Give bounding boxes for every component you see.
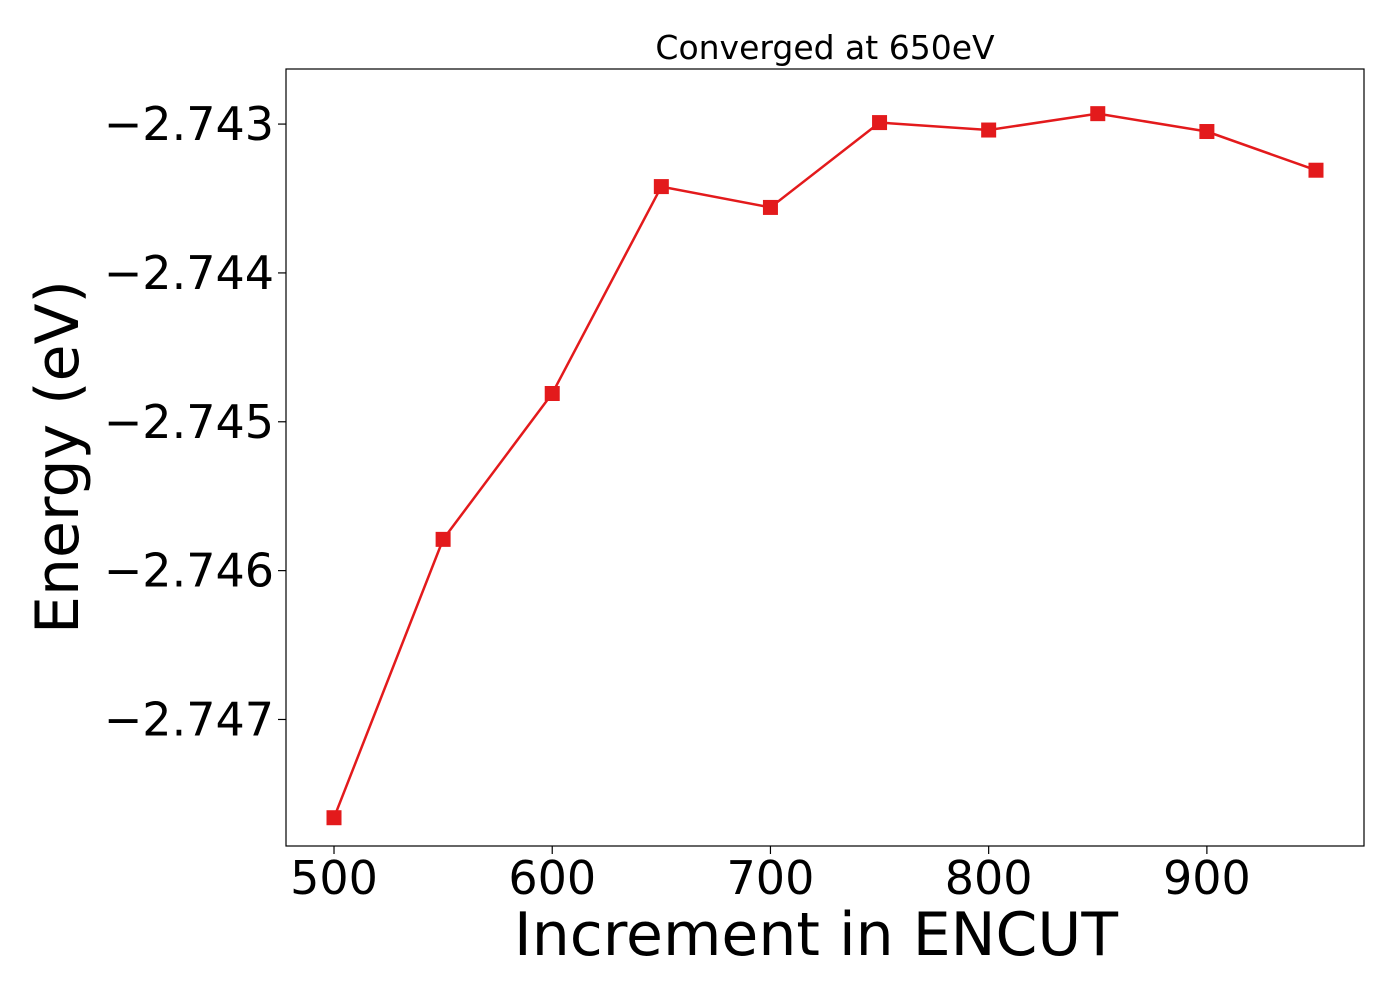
- plot-frame: [285, 68, 1365, 847]
- x-tick-label: 900: [1163, 851, 1251, 905]
- x-axis-label: Increment in ENCUT: [514, 900, 1118, 970]
- x-tick-label: 600: [508, 851, 596, 905]
- data-point: [762, 199, 778, 215]
- data-point: [435, 531, 451, 547]
- x-axis: 500 600 700 800 900: [290, 846, 1251, 905]
- y-tick-label: −2.745: [104, 395, 274, 449]
- data-point: [1308, 162, 1324, 178]
- x-tick-label: 800: [945, 851, 1033, 905]
- y-tick-label: −2.747: [104, 692, 274, 746]
- data-point: [981, 122, 997, 138]
- data-point: [872, 115, 888, 131]
- series-line: [332, 112, 1317, 819]
- y-tick-label: −2.746: [104, 544, 274, 598]
- y-tick-label: −2.744: [104, 246, 274, 300]
- plot-area: [326, 106, 1324, 826]
- x-tick-label: 700: [727, 851, 815, 905]
- data-point: [653, 179, 669, 195]
- data-point: [326, 810, 342, 826]
- data-point: [544, 385, 560, 401]
- data-point: [1090, 106, 1106, 122]
- data-point: [1199, 124, 1215, 140]
- chart-title: Converged at 650eV: [655, 28, 995, 67]
- y-axis-label: Energy (eV): [23, 280, 93, 634]
- y-tick-label: −2.743: [104, 97, 274, 151]
- y-axis: −2.743 −2.744 −2.745 −2.746 −2.747: [104, 97, 286, 746]
- x-tick-label: 500: [290, 851, 378, 905]
